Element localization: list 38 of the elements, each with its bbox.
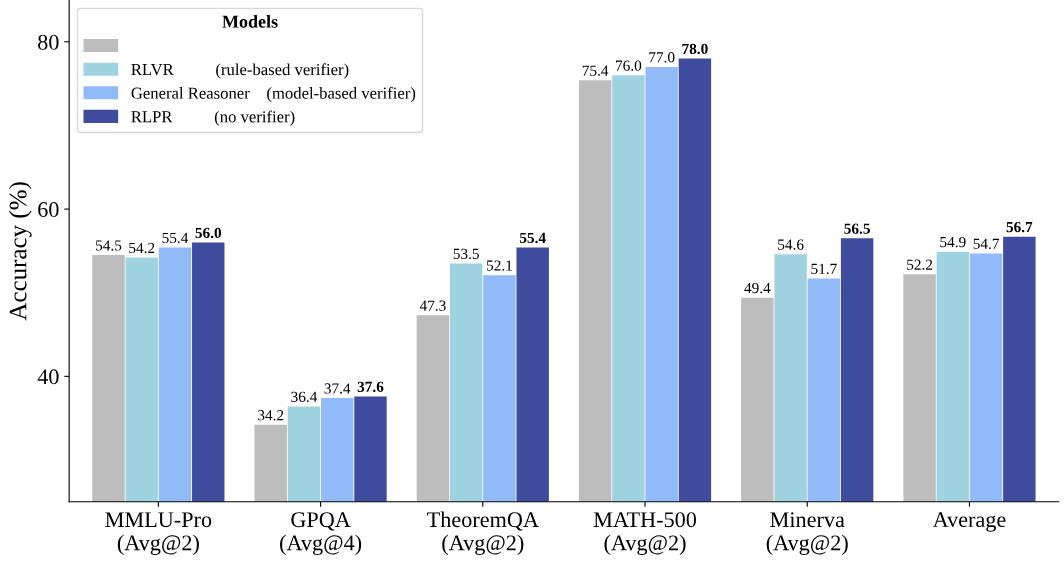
data-label: 49.4: [744, 282, 771, 294]
legend-label: RLPR (no verifier): [131, 110, 295, 126]
data-label: 54.5: [96, 240, 122, 251]
legend-label: RLVR (rule-based verifier): [131, 63, 349, 79]
data-label: 77.0: [649, 52, 675, 63]
y-tick-label: 80: [38, 34, 59, 50]
data-label: 56.5: [844, 223, 870, 234]
data-label: 56.7: [1006, 221, 1033, 233]
data-label: 54.9: [940, 236, 966, 248]
x-tick-label: MMLU-Pro (Avg@2): [105, 512, 212, 555]
data-label: 53.5: [453, 248, 479, 260]
data-label: 36.4: [291, 391, 318, 403]
x-tick-label: Average: [932, 512, 1006, 532]
y-tick-label: 40: [37, 369, 59, 385]
data-label: 76.0: [616, 60, 642, 71]
data-label: 55.4: [162, 232, 189, 244]
data-label: 47.3: [419, 300, 446, 311]
data-label: 75.4: [582, 65, 609, 76]
data-label: 56.0: [195, 227, 222, 239]
legend-label: General Reasoner (model-based verifier): [131, 86, 416, 103]
data-label: 78.0: [682, 43, 708, 55]
data-label: 55.4: [519, 232, 546, 244]
x-tick-label: TheoremQA (Avg@2): [427, 511, 539, 555]
data-label: 52.1: [486, 260, 512, 271]
y-axis-title: Accuracy (%): [8, 182, 32, 321]
legend-title: Models: [222, 15, 278, 28]
y-tick-label: 60: [38, 202, 59, 218]
data-label: 37.6: [357, 381, 384, 392]
x-tick-label: GPQA (Avg@4): [280, 512, 362, 555]
data-label: 54.6: [778, 239, 804, 250]
data-label: 54.7: [973, 238, 1000, 249]
x-tick-label: MATH-500 (Avg@2): [593, 512, 697, 555]
data-label: 54.2: [129, 242, 155, 254]
data-label: 34.2: [258, 410, 284, 421]
data-label: 51.7: [811, 263, 837, 275]
data-label: 52.2: [907, 259, 933, 270]
data-label: 37.4: [324, 383, 351, 394]
x-tick-label: Minerva (Avg@2): [766, 512, 848, 555]
